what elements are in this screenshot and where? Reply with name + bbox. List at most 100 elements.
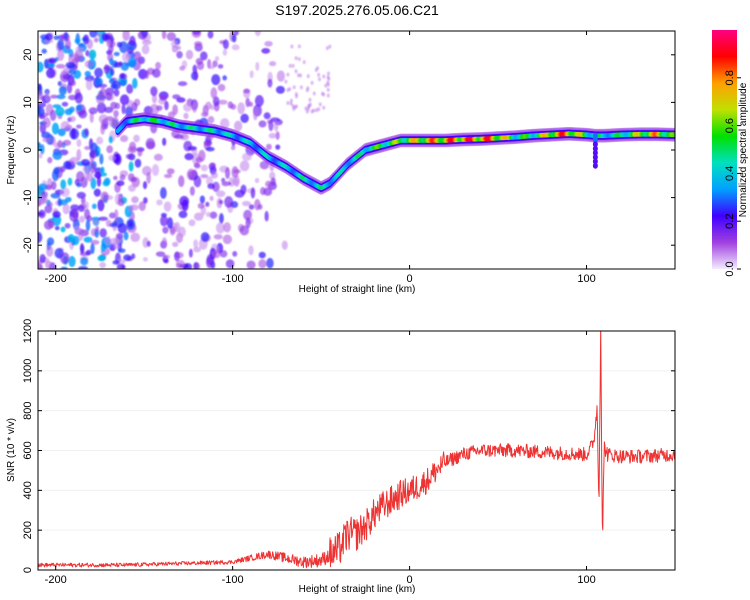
spectrogram-noise-blob xyxy=(265,143,272,151)
spectrogram-noise-blob xyxy=(211,250,221,259)
spectrogram-noise-blob xyxy=(89,31,98,38)
spectrogram-noise-blob xyxy=(119,174,126,181)
spectrogram-noise-blob xyxy=(297,57,301,62)
spectrogram-noise-blob xyxy=(116,263,126,269)
spectrogram-noise-blob xyxy=(84,208,91,220)
spectrogram-noise-blob xyxy=(84,60,94,69)
spectrogram-noise-blob xyxy=(74,38,81,44)
spectrogram-noise-blob xyxy=(289,98,293,103)
spectrogram-noise-blob xyxy=(233,31,239,36)
spectrogram-noise-blob xyxy=(93,188,101,197)
spectrogram-noise-blob xyxy=(42,137,53,143)
spectrogram-noise-blob xyxy=(109,57,114,66)
spectrogram-noise-blob xyxy=(69,115,76,123)
spectrogram-noise-blob xyxy=(263,112,271,120)
spectrogram-noise-blob xyxy=(113,110,119,118)
spectrogram-noise-blob xyxy=(205,101,212,110)
spectrogram-noise-blob xyxy=(57,197,62,207)
spectrogram-noise-blob xyxy=(89,162,96,174)
spectrogram-noise-blob xyxy=(239,160,250,172)
spectrogram-noise-blob xyxy=(232,177,240,186)
spectrogram-noise-blob xyxy=(67,234,75,243)
spectrogram-noise-blob xyxy=(132,77,138,89)
snr-y-label: SNR (10 * v/v) xyxy=(6,418,17,482)
spectrogram-noise-blob xyxy=(205,201,210,207)
spectrogram-noise-blob xyxy=(134,158,142,168)
spectrogram-noise-blob xyxy=(128,161,134,172)
spectrogram-noise-blob xyxy=(302,60,306,65)
snr-x-label: Height of straight line (km) xyxy=(299,584,416,595)
x-tick-label: 100 xyxy=(577,574,595,586)
spectrogram-noise-blob xyxy=(325,46,329,51)
spectrogram-noise-blob xyxy=(131,196,139,204)
spectrogram-noise-blob xyxy=(241,152,252,162)
spectrogram-noise-blob xyxy=(205,211,211,218)
spectrogram-noise-blob xyxy=(76,139,82,147)
ridge-spike xyxy=(592,145,598,152)
spectrogram-noise-blob xyxy=(54,225,60,231)
spectrogram-noise-blob xyxy=(237,102,245,115)
spectrogram-noise-blob xyxy=(185,49,194,60)
spectrogram-noise-blob xyxy=(183,140,193,152)
ridge-spike xyxy=(592,137,598,144)
spectrogram-noise-blob xyxy=(111,117,119,129)
spectrogram-noise-blob xyxy=(273,120,279,132)
spectrogram-noise-blob xyxy=(106,39,112,48)
spectrogram-noise-blob xyxy=(225,259,235,269)
spectrogram-noise-blob xyxy=(233,120,243,132)
spectrogram-noise-blob xyxy=(184,153,194,161)
spectrogram-noise-blob xyxy=(76,182,82,188)
spectrogram-noise-blob xyxy=(105,219,112,227)
spectrogram-noise-blob xyxy=(57,49,65,61)
spectrogram-noise-blob xyxy=(47,201,53,208)
spectrogram-noise-blob xyxy=(322,74,326,79)
spectrogram-noise-blob xyxy=(200,174,209,179)
spectrogram-noise-blob xyxy=(265,180,273,188)
spectrogram-noise-blob xyxy=(64,39,72,50)
spectrogram-noise-blob xyxy=(210,172,218,179)
spectrogram-noise-blob xyxy=(73,225,81,233)
x-tick-label: 0 xyxy=(407,574,413,586)
spectrogram-noise-blob xyxy=(99,153,104,165)
spectrogram-noise-blob xyxy=(217,83,226,92)
spectrogram-noise-blob xyxy=(164,100,169,111)
spectrogram-noise-blob xyxy=(112,225,118,232)
spectrogram-noise-blob xyxy=(74,50,84,62)
spectrogram-noise-blob xyxy=(79,242,85,255)
spectrogram-noise-blob xyxy=(45,184,53,191)
y-tick-label: 10 xyxy=(22,96,34,108)
spectrogram-noise-blob xyxy=(175,259,186,268)
spectrogram-noise-blob xyxy=(275,144,281,150)
colorbar-tick-label: 0.0 xyxy=(724,261,736,276)
spectrogram-noise-blob xyxy=(322,92,326,97)
spectrogram-noise-blob xyxy=(42,117,51,128)
spectrogram-noise-blob xyxy=(52,150,63,160)
spectrogram-noise-blob xyxy=(96,176,102,187)
colorbar-tick-label: 0.4 xyxy=(724,166,736,181)
spectrogram-noise-blob xyxy=(205,256,214,269)
spectrogram-noise-blob xyxy=(63,31,69,41)
spectrogram-noise-blob xyxy=(308,97,312,102)
spectrogram-noise-blob xyxy=(57,38,65,51)
spectrogram-noise-blob xyxy=(314,108,318,113)
spectrogram-noise-blob xyxy=(46,245,54,257)
spectrogram-noise-blob xyxy=(258,251,266,259)
spectrogram-noise-blob xyxy=(219,118,230,129)
spectrogram-noise-blob xyxy=(253,108,258,121)
spectrogram-noise-blob xyxy=(92,219,99,226)
spectrogram-noise-blob xyxy=(288,63,292,68)
spectrogram-noise-blob xyxy=(116,180,125,187)
spectrogram-noise-blob xyxy=(200,232,210,243)
spectrogram-noise-blob xyxy=(199,195,206,204)
spectrogram-noise-blob xyxy=(119,94,130,106)
spectrogram-noise-blob xyxy=(248,204,255,210)
spectrogram-noise-blob xyxy=(60,266,68,269)
spectrogram-noise-blob xyxy=(222,39,229,50)
spectrogram-noise-blob xyxy=(200,164,208,172)
spectrogram-noise-blob xyxy=(81,158,90,167)
spectrogram-noise-blob xyxy=(264,40,273,47)
spectrogram-noise-blob xyxy=(98,216,109,221)
spectrogram-noise-blob xyxy=(96,102,107,114)
spectrogram-noise-blob xyxy=(268,132,277,139)
